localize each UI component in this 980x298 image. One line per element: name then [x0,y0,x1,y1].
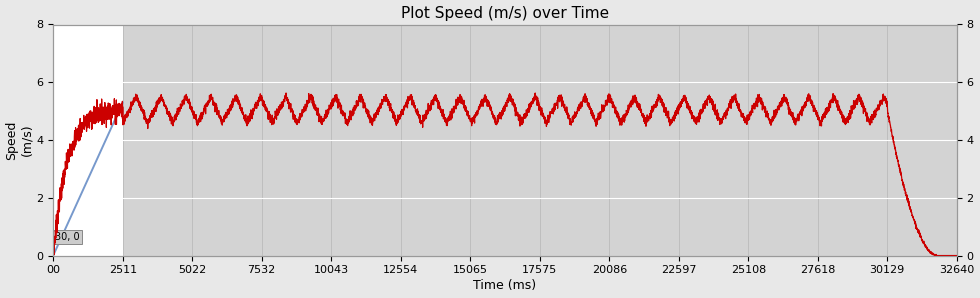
Bar [53,24,123,256]
Title: Plot Speed (m/s) over Time: Plot Speed (m/s) over Time [401,6,609,21]
Text: 30, 0: 30, 0 [55,232,79,242]
Y-axis label: Speed
(m/s): Speed (m/s) [6,120,33,160]
X-axis label: Time (ms): Time (ms) [473,280,537,292]
